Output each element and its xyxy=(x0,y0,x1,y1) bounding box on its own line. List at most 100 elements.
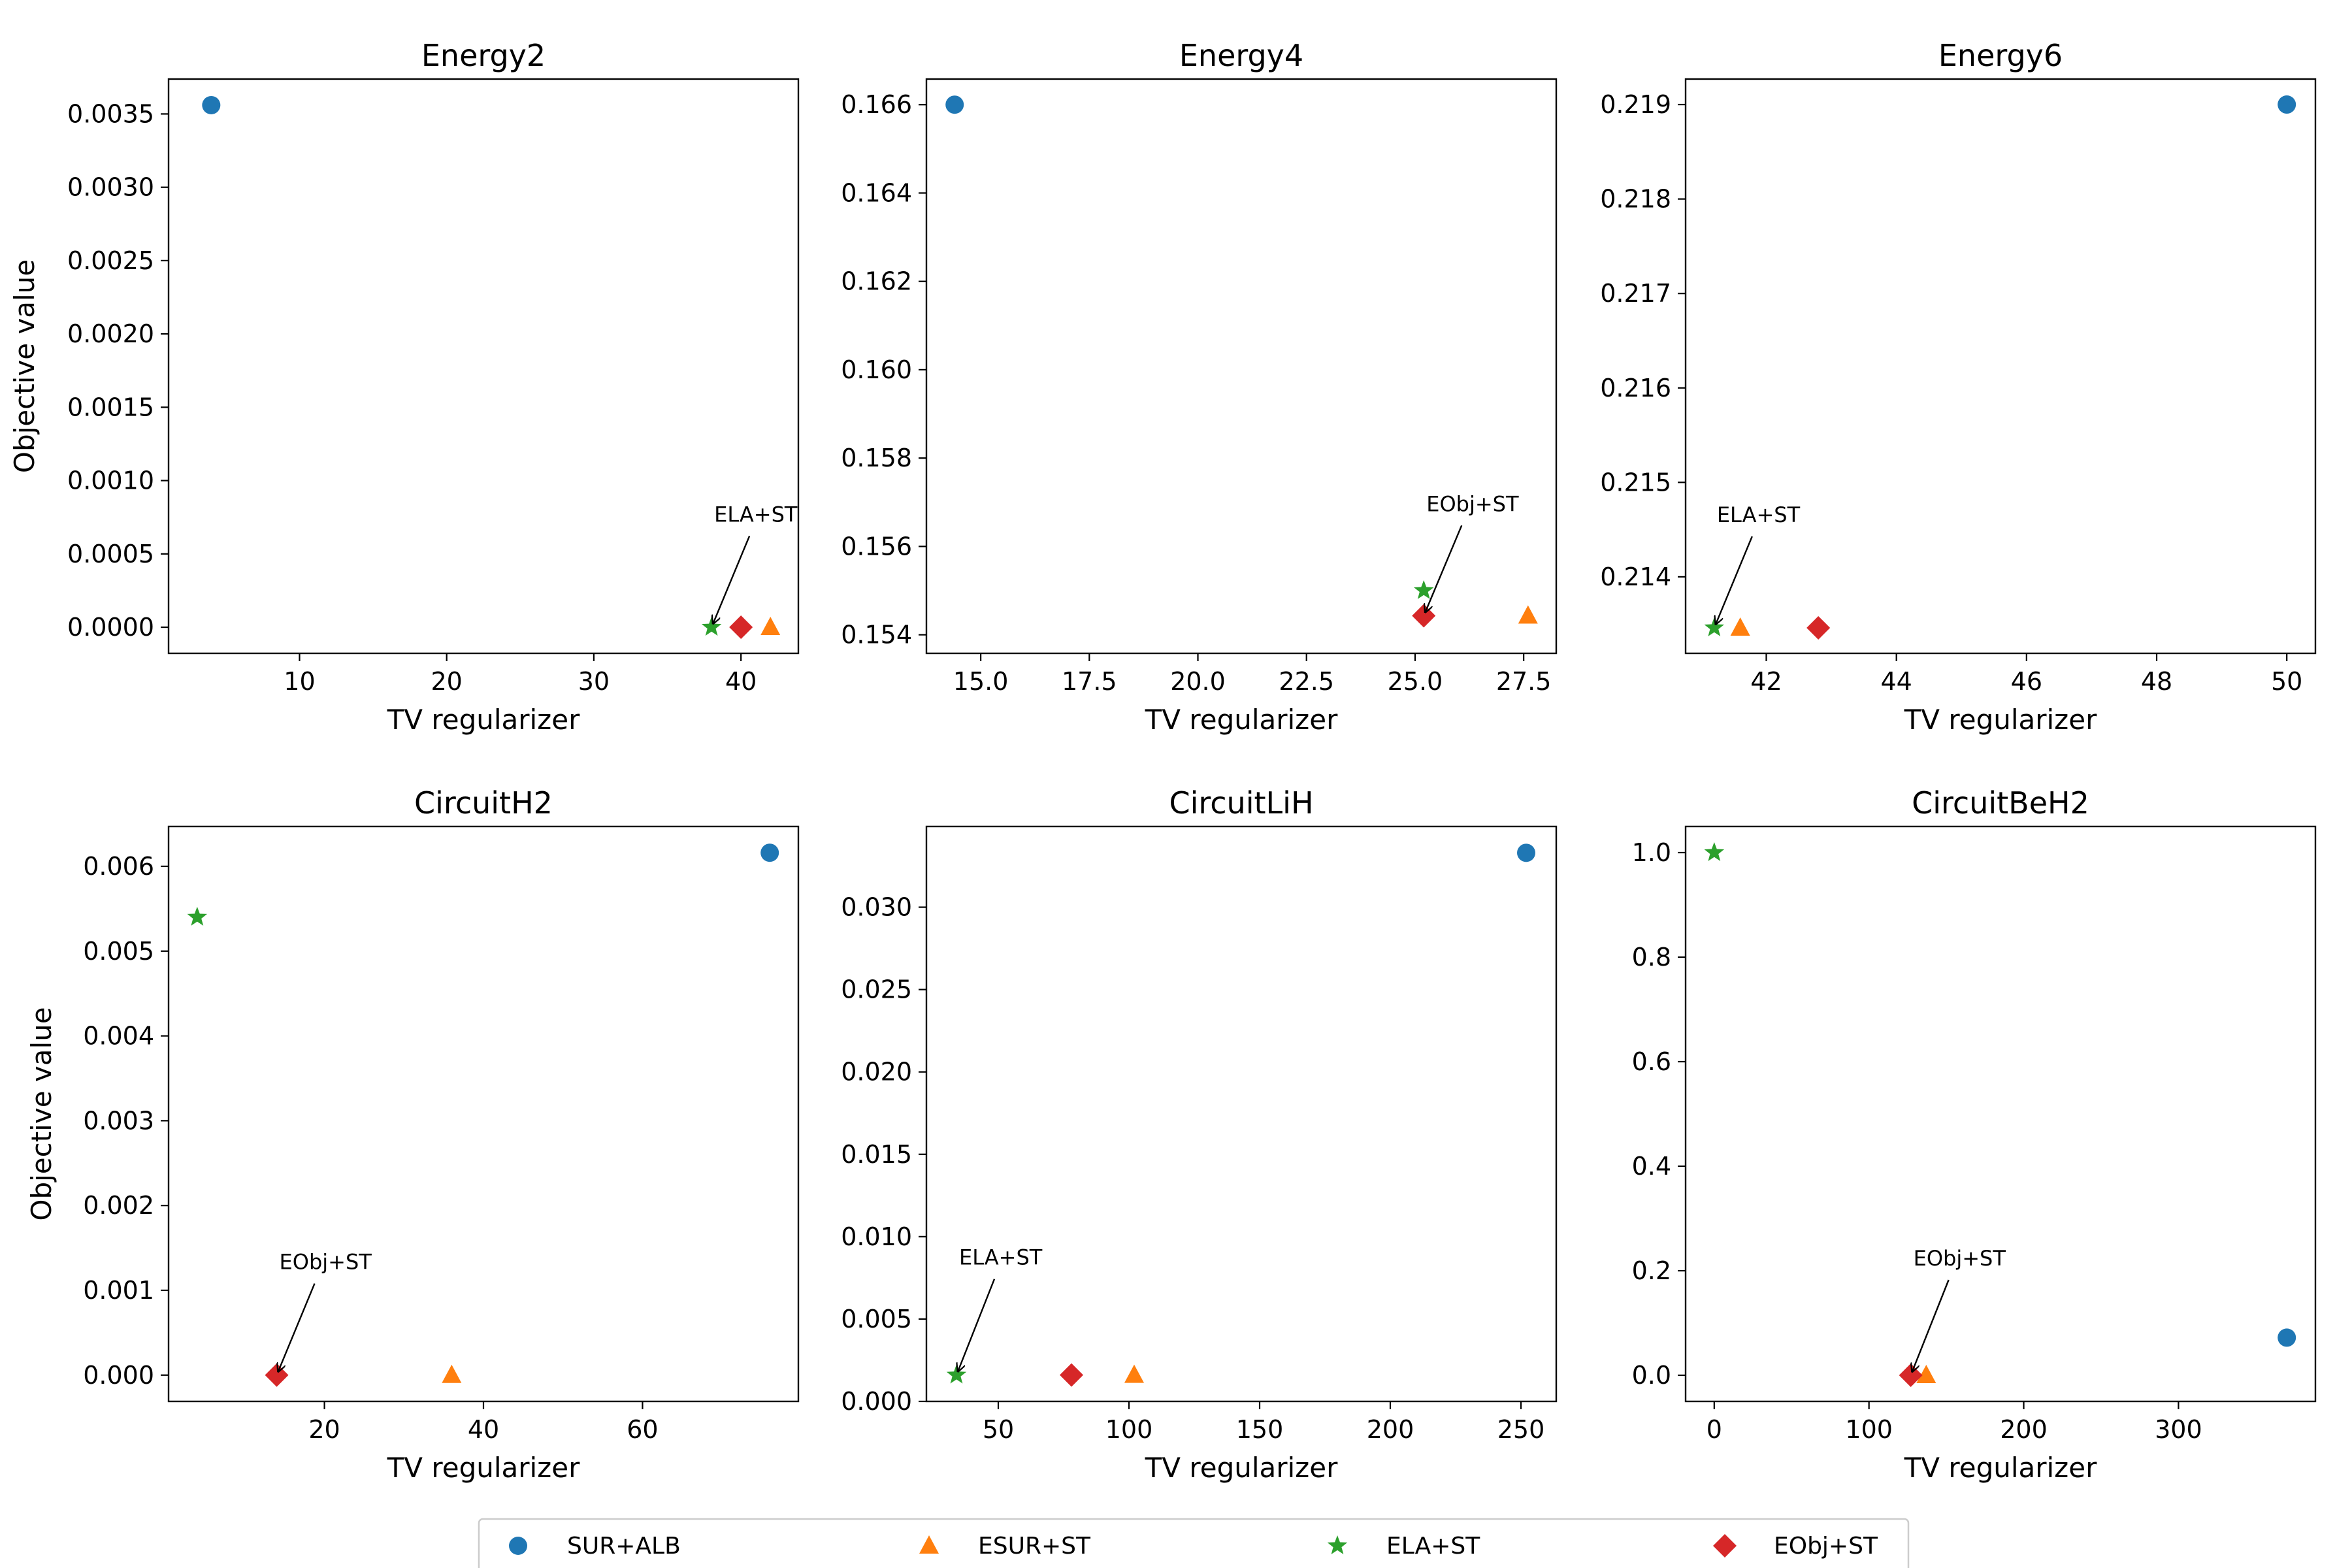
point-esur-st xyxy=(760,617,781,636)
y-tick-label: 0.004 xyxy=(83,1022,154,1051)
plot-frame xyxy=(1684,78,2317,655)
annotation-label: ELA+ST xyxy=(714,502,798,527)
point-sur-alb xyxy=(1517,843,1535,862)
point-sur-alb xyxy=(2278,95,2296,114)
x-tick-label: 48 xyxy=(2141,667,2172,696)
point-esur-st xyxy=(1730,617,1750,636)
subplot-title: CircuitH2 xyxy=(414,785,553,821)
point-esur-st xyxy=(1124,1364,1144,1383)
y-tick-label: 0.020 xyxy=(841,1058,912,1086)
x-axis-label: TV regularizer xyxy=(387,1452,580,1484)
x-tick-label: 27.5 xyxy=(1496,667,1552,696)
y-tick-label: 0.006 xyxy=(83,852,154,881)
y-tick-label: 0.158 xyxy=(841,444,912,472)
legend-symbol-sur-alb xyxy=(509,1537,527,1555)
legend-marker-eobj-st xyxy=(1713,1534,1737,1558)
point-esur-st xyxy=(1916,1365,1936,1383)
legend-marker-ela-st xyxy=(1327,1535,1348,1554)
subplot-circuitbeh2: CircuitBeH2 0 100 200 300 0.0 0.2 0.4 0.6 0.8 1.0 T… xyxy=(1632,785,2317,1484)
subplot-title: Energy2 xyxy=(421,38,546,73)
x-axis-label: TV regularizer xyxy=(1145,704,1338,736)
legend-frame xyxy=(478,1518,1910,1568)
point-esur-st xyxy=(1518,605,1538,624)
x-tick-label: 40 xyxy=(468,1415,499,1444)
y-tick-label: 0.214 xyxy=(1600,563,1671,591)
x-tick-label: 20.0 xyxy=(1170,667,1226,696)
subplot-title: Energy6 xyxy=(1938,38,2063,73)
y-tick-label: 0.005 xyxy=(83,937,154,966)
legend: SUR+ALB ESUR+ST ELA+ST EObj+ST xyxy=(478,1518,1910,1568)
point-sur-alb xyxy=(945,95,964,114)
subplot-energy4: Energy4 15.0 17.5 20.0 22.5 25.0 27.5 0.154 0.15… xyxy=(841,38,1558,736)
y-tick-label: 0.160 xyxy=(841,355,912,384)
legend-label-sur-alb: SUR+ALB xyxy=(567,1533,681,1560)
x-tick-label: 15.0 xyxy=(953,667,1009,696)
y-tick-label: 0.6 xyxy=(1632,1047,1671,1076)
y-tick-label: 0.000 xyxy=(841,1387,912,1416)
x-tick-label: 22.5 xyxy=(1279,667,1334,696)
subplot-circuitlih: CircuitLiH 50 100 150 200 250 0.000 0.005 0.010 0… xyxy=(841,785,1558,1484)
point-eobj-st xyxy=(1060,1363,1083,1387)
x-tick-label: 50 xyxy=(983,1415,1014,1444)
x-axis-label: TV regularizer xyxy=(1145,1452,1338,1484)
x-tick-label: 200 xyxy=(1367,1415,1414,1444)
y-tick-label: 0.0000 xyxy=(67,613,154,642)
annotation-arrow xyxy=(713,535,751,623)
annotation-label: EObj+ST xyxy=(1914,1246,2006,1271)
annotation-label: ELA+ST xyxy=(959,1245,1043,1270)
y-tick-label: 0.2 xyxy=(1632,1256,1671,1285)
x-tick-label: 300 xyxy=(2155,1415,2202,1444)
legend-item-ela-st: ELA+ST xyxy=(1327,1533,1480,1560)
legend-marker-esur-st xyxy=(919,1535,939,1554)
legend-label-esur-st: ESUR+ST xyxy=(978,1533,1091,1560)
x-tick-label: 20 xyxy=(308,1415,340,1444)
y-tick-label: 0.216 xyxy=(1600,374,1671,402)
point-ela-st xyxy=(701,617,722,636)
point-sur-alb xyxy=(2278,1328,2296,1347)
y-tick-label: 0.154 xyxy=(841,621,912,649)
x-tick-label: 17.5 xyxy=(1062,667,1117,696)
plot-frame xyxy=(167,825,800,1403)
y-tick-label: 0.164 xyxy=(841,178,912,207)
x-tick-label: 0 xyxy=(1707,1415,1722,1444)
x-axis-label: TV regularizer xyxy=(1904,704,2097,736)
y-axis-label: Objective value xyxy=(8,259,41,473)
legend-symbol-esur-st xyxy=(919,1535,939,1554)
y-tick-label: 0.8 xyxy=(1632,943,1671,972)
plot-frame xyxy=(925,78,1558,655)
annotation-arrow xyxy=(1716,536,1753,624)
legend-label-eobj-st: EObj+ST xyxy=(1774,1533,1878,1560)
point-eobj-st xyxy=(1899,1364,1923,1387)
y-tick-label: 0.217 xyxy=(1600,279,1671,308)
x-tick-label: 100 xyxy=(1105,1415,1153,1444)
y-tick-label: 0.0005 xyxy=(67,540,154,568)
annotation-label: ELA+ST xyxy=(1717,502,1801,527)
y-tick-label: 0.000 xyxy=(83,1361,154,1390)
annotation-arrow xyxy=(958,1279,996,1371)
point-esur-st xyxy=(442,1364,462,1383)
point-eobj-st xyxy=(729,615,753,640)
x-tick-label: 42 xyxy=(1750,667,1782,696)
x-tick-label: 150 xyxy=(1236,1415,1284,1444)
legend-item-esur-st: ESUR+ST xyxy=(919,1533,1091,1560)
y-axis-label: Objective value xyxy=(25,1007,57,1220)
plot-frame xyxy=(925,825,1558,1403)
y-tick-label: 0.005 xyxy=(841,1305,912,1333)
y-tick-label: 0.0 xyxy=(1632,1361,1671,1390)
subplot-energy2: Energy2 10 20 30 40 0.0000 0.0005 0.0010 0.0015 0… xyxy=(8,38,800,736)
x-tick-label: 100 xyxy=(1845,1415,1893,1444)
point-ela-st xyxy=(1704,617,1725,636)
point-ela-st xyxy=(187,906,208,926)
x-tick-label: 25.0 xyxy=(1388,667,1443,696)
legend-item-sur-alb: SUR+ALB xyxy=(509,1533,681,1560)
subplot-title: CircuitBeH2 xyxy=(1912,785,2089,821)
subplot-title: CircuitLiH xyxy=(1169,785,1313,821)
point-sur-alb xyxy=(202,95,221,114)
legend-symbol-ela-st xyxy=(1327,1535,1348,1554)
point-ela-st xyxy=(946,1364,967,1384)
y-tick-label: 0.0025 xyxy=(67,246,154,275)
subplot-energy6: Energy6 42 44 46 48 50 0.214 0.215 0.216 0.217 0.2… xyxy=(1600,38,2317,736)
point-sur-alb xyxy=(760,843,779,862)
y-tick-label: 0.0035 xyxy=(67,99,154,128)
x-tick-label: 60 xyxy=(627,1415,658,1444)
